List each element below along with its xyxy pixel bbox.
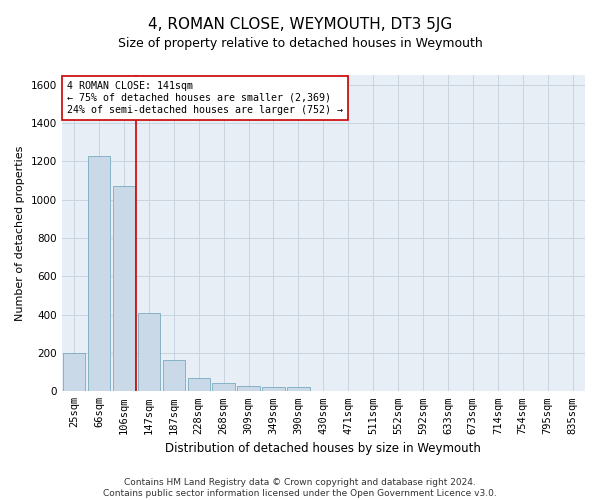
Y-axis label: Number of detached properties: Number of detached properties xyxy=(15,146,25,321)
Bar xyxy=(63,353,85,392)
Text: 4, ROMAN CLOSE, WEYMOUTH, DT3 5JG: 4, ROMAN CLOSE, WEYMOUTH, DT3 5JG xyxy=(148,18,452,32)
Bar xyxy=(188,378,210,392)
Text: Size of property relative to detached houses in Weymouth: Size of property relative to detached ho… xyxy=(118,38,482,51)
Bar xyxy=(287,388,310,392)
Bar xyxy=(88,156,110,392)
Bar xyxy=(262,386,285,392)
X-axis label: Distribution of detached houses by size in Weymouth: Distribution of detached houses by size … xyxy=(166,442,481,455)
Bar xyxy=(113,186,135,392)
Bar xyxy=(238,386,260,392)
Bar xyxy=(163,360,185,392)
Bar xyxy=(137,312,160,392)
Bar xyxy=(212,382,235,392)
Text: 4 ROMAN CLOSE: 141sqm
← 75% of detached houses are smaller (2,369)
24% of semi-d: 4 ROMAN CLOSE: 141sqm ← 75% of detached … xyxy=(67,82,343,114)
Text: Contains HM Land Registry data © Crown copyright and database right 2024.
Contai: Contains HM Land Registry data © Crown c… xyxy=(103,478,497,498)
